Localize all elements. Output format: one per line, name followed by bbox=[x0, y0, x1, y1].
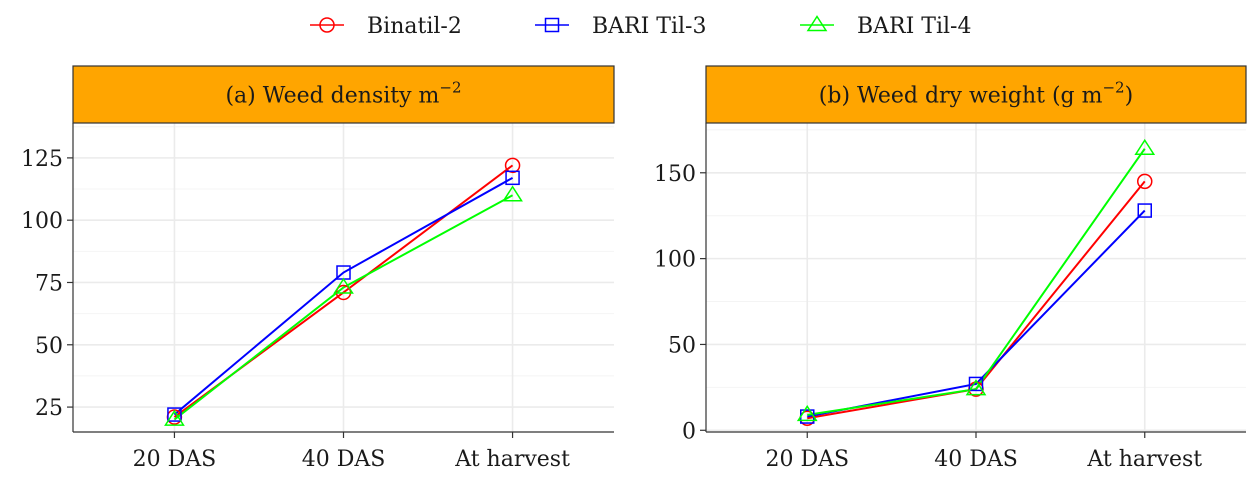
y-tick-label: 0 bbox=[682, 419, 696, 444]
legend-marker bbox=[806, 15, 828, 32]
facet-title-exponent: −2 bbox=[1102, 79, 1124, 97]
facet-strip bbox=[705, 65, 1247, 124]
x-tick-label: 40 DAS bbox=[934, 447, 1018, 472]
facet-strip bbox=[72, 65, 615, 124]
data-point bbox=[505, 170, 520, 186]
facet-title-main: (a) Weed density m bbox=[225, 84, 439, 109]
x-tick-label: At harvest bbox=[454, 447, 570, 472]
legend-item: Binatil-2 bbox=[310, 14, 462, 39]
facet-title-main: (b) Weed dry weight (g m bbox=[819, 84, 1103, 109]
data-point bbox=[968, 376, 984, 392]
data-point bbox=[796, 404, 818, 422]
y-tick-label: 75 bbox=[35, 271, 63, 296]
data-point bbox=[167, 407, 182, 422]
y-tick-label: 25 bbox=[35, 396, 63, 421]
facet-title-tail: ) bbox=[1125, 84, 1134, 109]
y-tick-label: 150 bbox=[654, 162, 696, 187]
data-point bbox=[504, 157, 521, 174]
facet-title: (b) Weed dry weight (g m−2) bbox=[819, 79, 1133, 109]
legend-marker bbox=[319, 17, 335, 33]
data-point bbox=[1137, 173, 1153, 190]
legend: Binatil-2 BARI Til-3 BARI Til-4 bbox=[310, 14, 971, 39]
legend-label: BARI Til-4 bbox=[857, 14, 971, 39]
panel-a-weed-density: (a) Weed density m−2 25 50 75 100 125 20 DAS 40… bbox=[21, 65, 615, 472]
legend-marker bbox=[544, 17, 560, 33]
y-tick-label: 100 bbox=[21, 209, 63, 234]
series-line bbox=[807, 148, 1146, 416]
data-point bbox=[164, 409, 185, 426]
y-tick-label: 100 bbox=[654, 248, 696, 273]
data-point bbox=[1134, 138, 1156, 156]
y-tick-label: 125 bbox=[21, 147, 63, 172]
panel-b-weed-dry-weight: (b) Weed dry weight (g m−2) 0 50 100 150 20 D… bbox=[654, 65, 1247, 472]
y-tick-label: 50 bbox=[35, 334, 63, 359]
x-tick-label: 40 DAS bbox=[302, 447, 386, 472]
facet-title: (a) Weed density m−2 bbox=[225, 79, 461, 109]
legend-item: BARI Til-4 bbox=[800, 14, 971, 39]
data-point bbox=[502, 185, 523, 202]
legend-label: BARI Til-3 bbox=[592, 14, 706, 39]
data-point bbox=[333, 277, 354, 294]
data-point bbox=[1137, 203, 1152, 218]
facet-title-exponent: −2 bbox=[439, 79, 461, 97]
x-tick-label: 20 DAS bbox=[765, 447, 849, 472]
series-line bbox=[173, 176, 514, 416]
legend-item: BARI Til-3 bbox=[535, 14, 706, 39]
legend-label: Binatil-2 bbox=[367, 14, 462, 39]
series-line bbox=[173, 194, 514, 421]
x-tick-label: 20 DAS bbox=[133, 447, 217, 472]
data-point bbox=[965, 379, 987, 396]
x-tick-label: At harvest bbox=[1086, 447, 1202, 472]
y-tick-label: 50 bbox=[668, 333, 696, 358]
